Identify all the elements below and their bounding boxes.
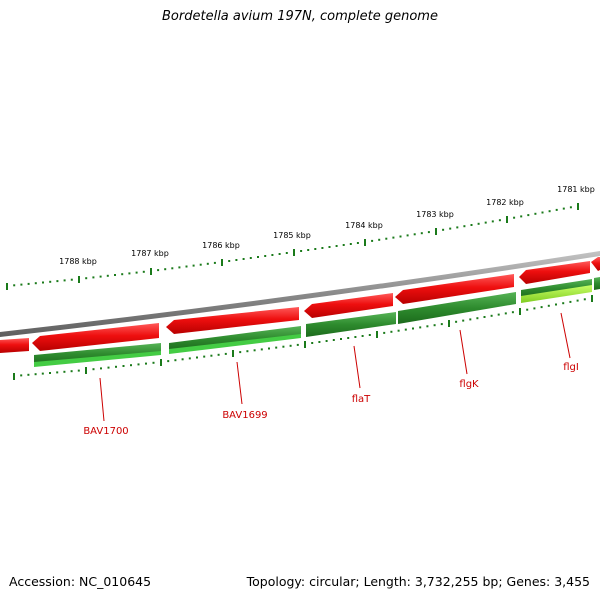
reverse-strand-cds (34, 277, 600, 367)
forward-cds-arrow (166, 307, 299, 334)
forward-cds-arrow (395, 274, 514, 304)
ruler-label-1784: 1784 kbp (345, 221, 383, 230)
ruler-label-1785: 1785 kbp (273, 231, 311, 240)
accession-text: Accession: NC_010645 (9, 574, 152, 589)
forward-cds-arrow (304, 293, 393, 318)
gene-label-BAV1700: BAV1700 (83, 426, 128, 437)
gene-label-flaT: flaT (352, 394, 371, 405)
leader-flgI (560, 312, 571, 359)
gene-label-flgK: flgK (459, 379, 479, 390)
leader-flaT (353, 345, 361, 389)
map-title: Bordetella avium 197N, complete genome (162, 9, 438, 24)
gene-leaders (99, 312, 571, 422)
forward-strand-cds (0, 257, 600, 353)
genome-summary-text: Topology: circular; Length: 3,732,255 bp… (246, 574, 590, 589)
gene-labels: flgI flgK flaT BAV1699 BAV1700 (83, 362, 578, 437)
forward-cds-arrow (32, 323, 159, 351)
genome-backbone (0, 251, 600, 337)
outer-ruler (6, 203, 579, 290)
leader-BAV1699 (236, 361, 243, 405)
leader-BAV1700 (99, 377, 105, 422)
ruler-label-1787: 1787 kbp (131, 249, 169, 258)
gene-label-BAV1699: BAV1699 (222, 410, 267, 421)
forward-cds-arrow (0, 338, 29, 353)
ruler-label-1782: 1782 kbp (486, 198, 524, 207)
ruler-labels: 1781 kbp 1782 kbp 1783 kbp 1784 kbp 1785… (59, 185, 595, 266)
reverse-cds-arrow (398, 292, 516, 324)
reverse-cds-arrow (594, 277, 600, 290)
gene-label-flgI: flgI (563, 362, 579, 373)
ruler-label-1781: 1781 kbp (557, 185, 595, 194)
reverse-cds-arrow (169, 326, 301, 351)
ruler-label-1788: 1788 kbp (59, 257, 97, 266)
reverse-cds-arrow-highlight (34, 351, 161, 367)
ruler-label-1786: 1786 kbp (202, 241, 240, 250)
ruler-label-1783: 1783 kbp (416, 210, 454, 219)
forward-cds-arrow (591, 257, 600, 271)
reverse-cds-arrow (306, 312, 396, 337)
leader-flgK (459, 329, 468, 375)
forward-cds-arrow (519, 261, 590, 284)
reverse-cds-arrow-bright (521, 285, 592, 303)
inner-ruler (13, 295, 593, 380)
reverse-cds-arrow-highlight (169, 334, 301, 354)
